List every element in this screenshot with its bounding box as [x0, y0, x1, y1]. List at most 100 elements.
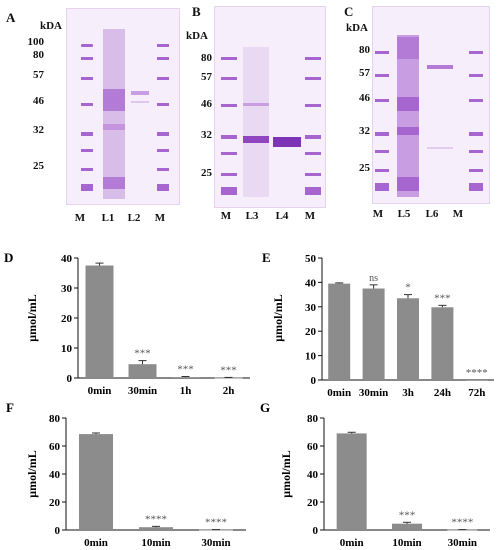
lane-label: M	[220, 210, 232, 222]
y-tick-label: 30	[61, 283, 73, 295]
marker-label: 32	[359, 125, 370, 137]
y-axis-label: μmol/mL	[25, 450, 39, 497]
bar	[171, 377, 200, 378]
marker-label: 80	[359, 44, 370, 56]
significance-label: ****	[451, 517, 473, 529]
marker-label: 46	[201, 98, 212, 110]
lane-label: L2	[127, 212, 141, 224]
significance-label: *	[405, 282, 411, 294]
x-tick-label: 24h	[434, 387, 451, 399]
y-tick-label: 40	[307, 469, 319, 481]
significance-label: ***	[434, 292, 451, 304]
y-tick-label: 20	[61, 313, 73, 325]
bar	[447, 529, 478, 531]
y-axis-label: μmol/mL	[25, 294, 39, 341]
significance-label: ns	[369, 273, 378, 284]
bar	[199, 529, 233, 531]
lane-label: M	[452, 208, 464, 220]
marker-label: 32	[33, 124, 44, 136]
panel-letter-f: F	[6, 400, 14, 415]
x-tick-label: 0min	[84, 537, 108, 549]
marker-label: 46	[33, 95, 44, 107]
bar	[214, 377, 243, 379]
y-tick-label: 80	[307, 413, 319, 425]
bar	[328, 283, 351, 380]
lane-label: M	[304, 210, 316, 222]
bar	[392, 523, 422, 530]
y-tick-label: 80	[49, 413, 61, 425]
y-tick-label: 50	[305, 253, 317, 265]
bar	[465, 380, 488, 381]
bar	[139, 527, 173, 530]
bar	[362, 288, 385, 380]
y-tick-label: 60	[49, 441, 61, 453]
y-tick-label: 20	[307, 497, 319, 509]
lane-label: L1	[101, 212, 115, 224]
y-tick-label: 10	[61, 343, 73, 355]
x-tick-label: 10min	[141, 537, 170, 549]
panel-letter-c: C	[344, 4, 354, 19]
x-tick-label: 0min	[88, 385, 112, 397]
panel-letter-d: D	[4, 250, 13, 265]
bar	[336, 433, 367, 530]
x-tick-label: 3h	[402, 387, 414, 399]
y-tick-label: 0	[311, 375, 317, 387]
bar	[431, 307, 454, 380]
y-tick-label: 0	[313, 525, 319, 537]
panel-letter-b: B	[192, 4, 201, 19]
marker-label: 57	[359, 67, 370, 79]
x-tick-label: 0min	[340, 537, 364, 549]
significance-label: ****	[466, 367, 488, 379]
y-tick-label: 40	[305, 277, 317, 289]
y-tick-label: 0	[67, 373, 73, 385]
bar	[128, 364, 157, 378]
lane-label: M	[154, 212, 166, 224]
marker-label: 80	[33, 49, 44, 61]
y-axis-label: μmol/mL	[271, 294, 285, 341]
y-tick-label: 40	[61, 253, 73, 265]
x-tick-label: 10min	[392, 537, 421, 549]
marker-label: 100	[27, 36, 45, 48]
bar	[79, 434, 113, 530]
significance-label: ***	[399, 509, 416, 521]
y-tick-label: 10	[305, 351, 317, 363]
kda-label-b: kDA	[186, 30, 209, 42]
significance-label: ***	[134, 348, 151, 360]
bar	[85, 265, 114, 378]
lane-label: L6	[425, 208, 439, 220]
lane-label: L3	[245, 210, 259, 222]
x-tick-label: 30min	[448, 537, 477, 549]
bar	[397, 298, 419, 380]
gel-image-c	[372, 6, 490, 204]
lane-label: L4	[275, 210, 289, 222]
x-tick-label: 1h	[180, 385, 192, 397]
marker-label: 57	[201, 71, 212, 83]
y-tick-label: 0	[55, 525, 61, 537]
y-axis-label: μmol/mL	[279, 450, 293, 497]
panel-letter-a: A	[6, 10, 16, 25]
marker-label: 80	[201, 52, 212, 64]
lane-label: M	[372, 208, 384, 220]
significance-label: ****	[145, 513, 167, 525]
x-tick-label: 30min	[359, 387, 388, 399]
significance-label: ***	[177, 364, 194, 376]
lane-label: L5	[397, 208, 411, 220]
x-tick-label: 0min	[327, 387, 351, 399]
marker-label: 25	[201, 167, 212, 179]
marker-label: 46	[359, 92, 370, 104]
y-tick-label: 60	[307, 441, 319, 453]
gel-image-b	[214, 6, 326, 208]
significance-label: ****	[205, 517, 227, 529]
x-tick-label: 30min	[201, 537, 230, 549]
panel-letter-g: G	[260, 400, 270, 415]
x-tick-label: 30min	[128, 385, 157, 397]
kda-label-a: kDA	[40, 20, 63, 32]
x-tick-label: 2h	[223, 385, 235, 397]
marker-label: 57	[33, 69, 44, 81]
gel-image-a	[66, 8, 180, 205]
x-tick-label: 72h	[468, 387, 485, 399]
y-tick-label: 30	[305, 302, 317, 314]
panel-letter-e: E	[262, 250, 271, 265]
y-tick-label: 20	[305, 326, 317, 338]
